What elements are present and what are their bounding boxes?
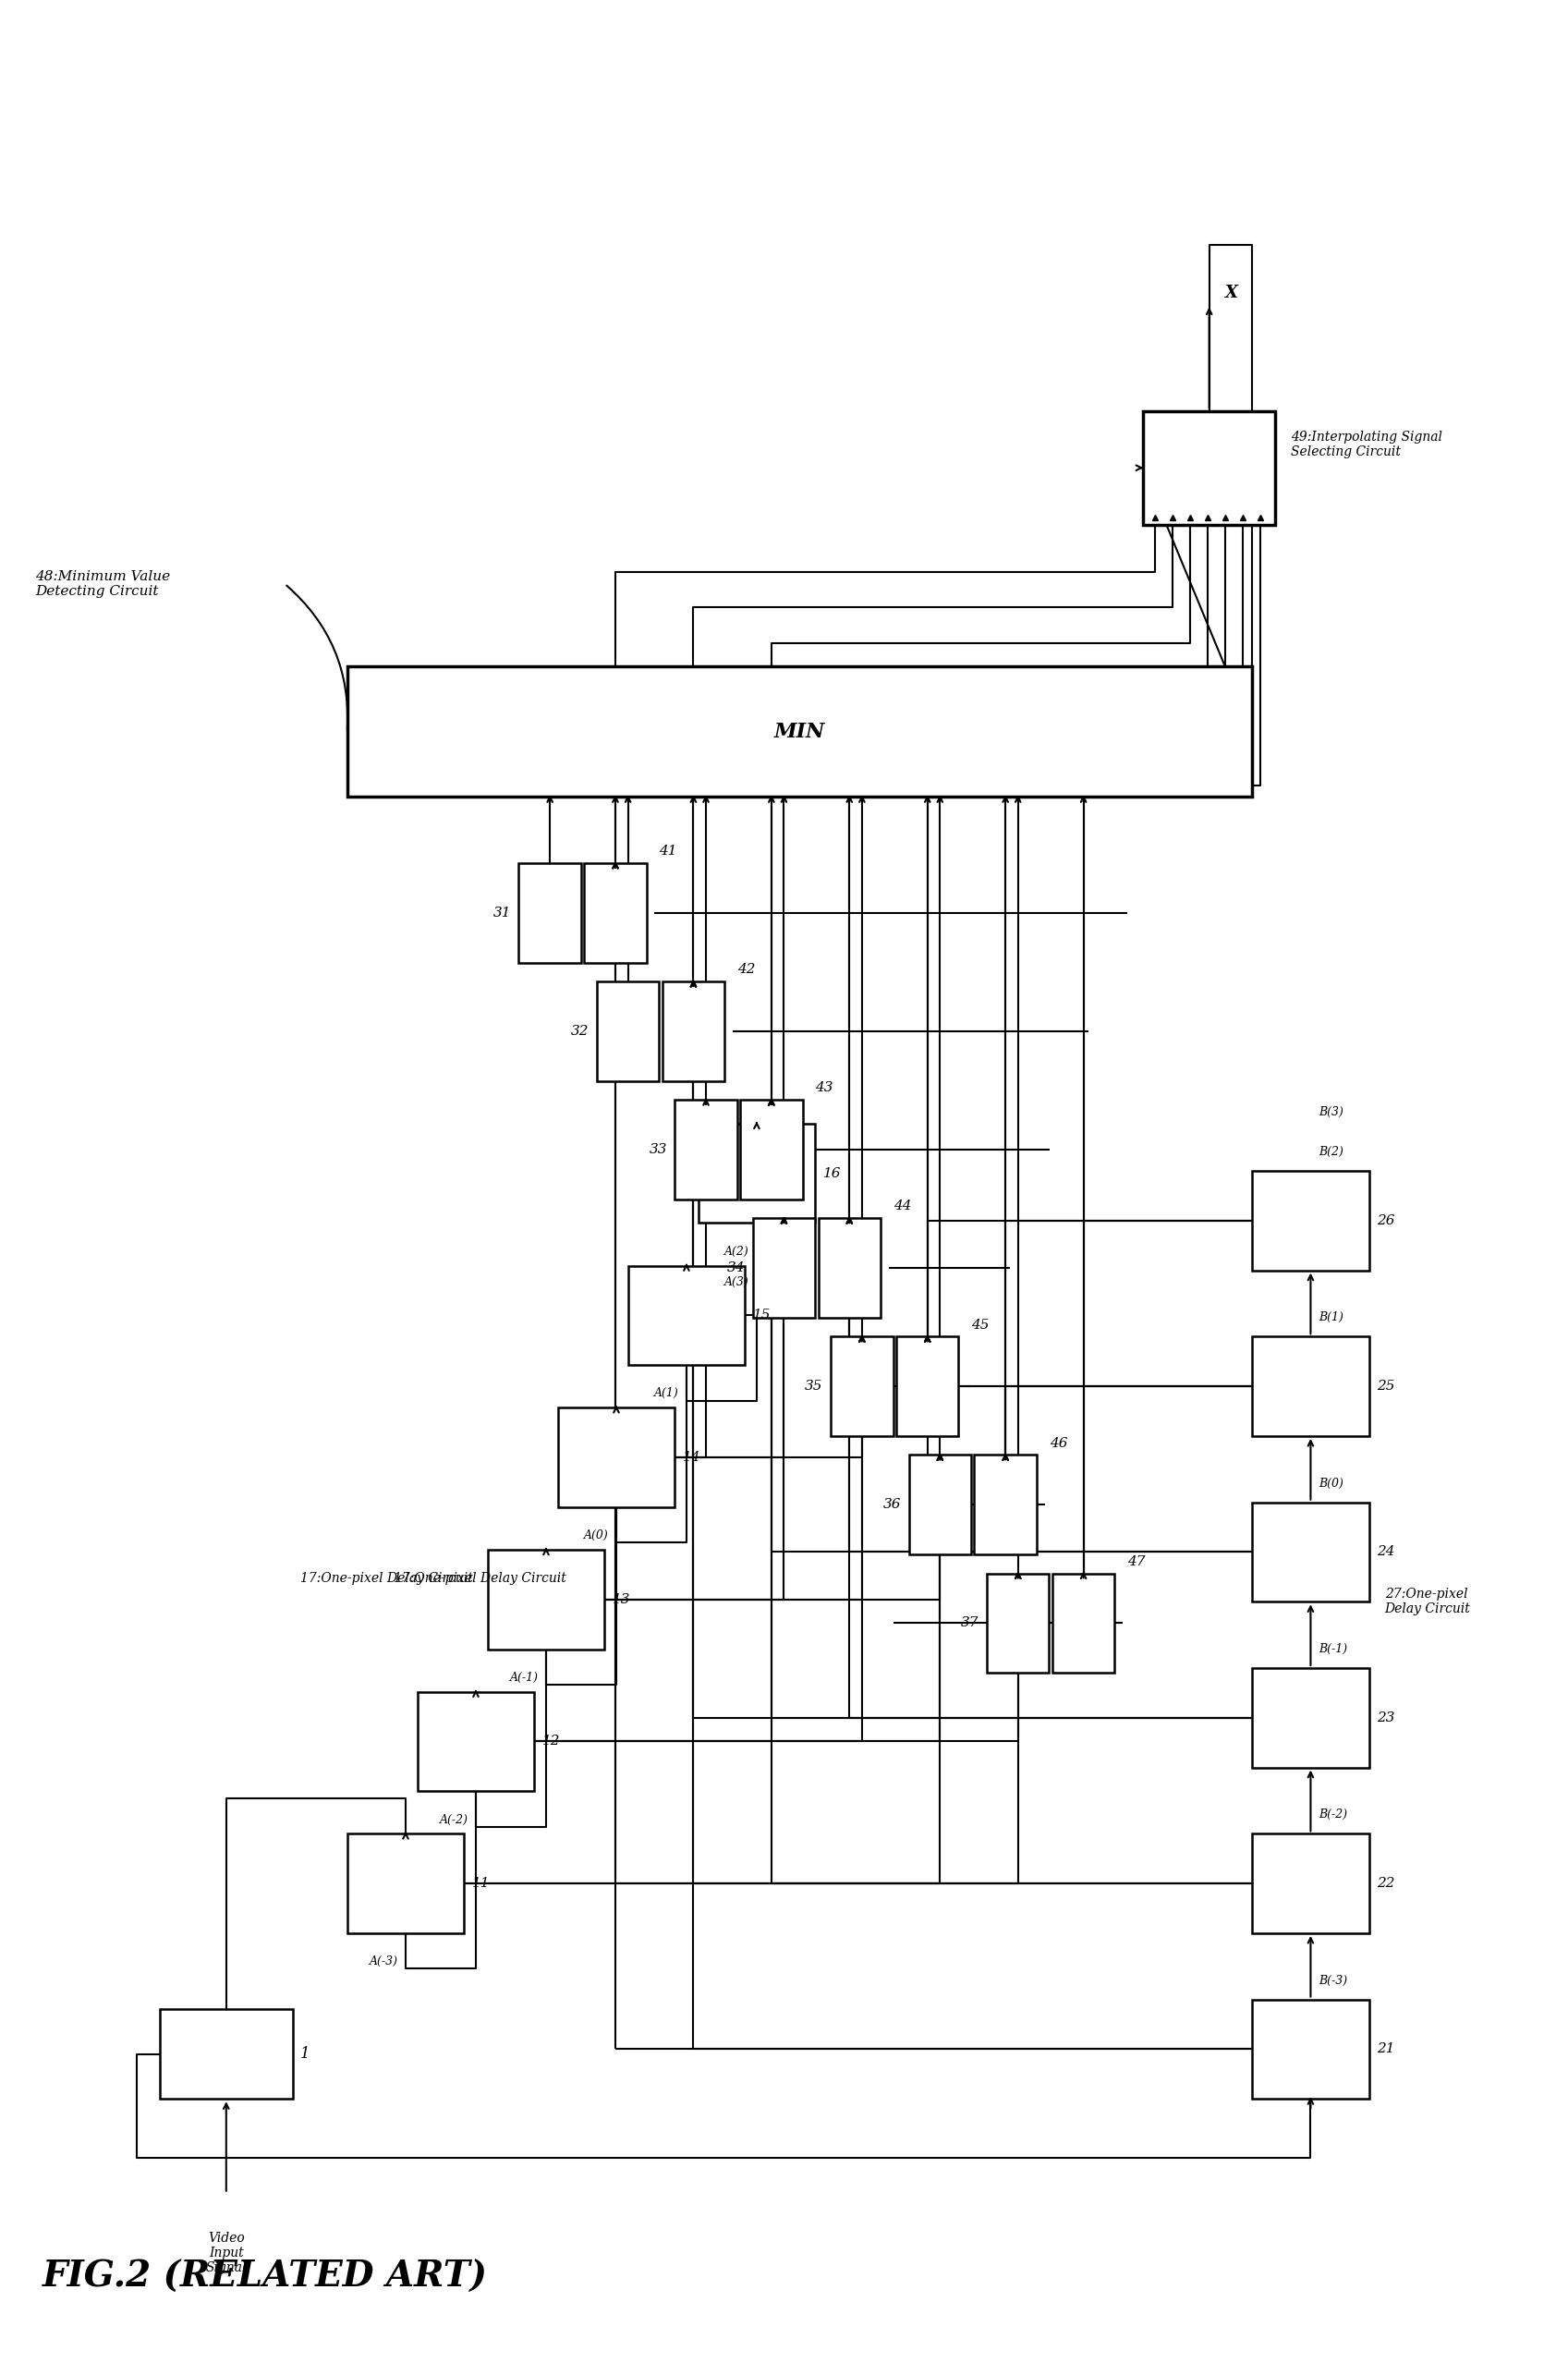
Text: 17:One-pixel Delay Circuit: 17:One-pixel Delay Circuit — [394, 1572, 566, 1584]
Bar — [662, 981, 724, 1081]
Text: 17:One-pixel Delay Circuit: 17:One-pixel Delay Circuit — [301, 1572, 474, 1584]
Bar — [831, 1337, 894, 1437]
Bar — [347, 667, 1253, 798]
Text: 37: 37 — [961, 1617, 978, 1629]
Bar — [1253, 1337, 1369, 1437]
Bar — [1253, 1667, 1369, 1767]
Text: B(0): B(0) — [1319, 1477, 1344, 1489]
Text: B(-3): B(-3) — [1319, 1974, 1347, 1986]
Bar — [585, 862, 646, 962]
Text: A(-3): A(-3) — [368, 1955, 398, 1966]
Text: 47: 47 — [1127, 1556, 1145, 1568]
Bar — [986, 1572, 1049, 1672]
Bar — [1253, 1171, 1369, 1271]
Bar — [519, 862, 582, 962]
Text: 16: 16 — [823, 1166, 840, 1180]
Text: A(2): A(2) — [724, 1245, 750, 1256]
Text: 34: 34 — [728, 1261, 745, 1275]
Bar — [627, 1266, 745, 1366]
Text: 26: 26 — [1377, 1214, 1396, 1228]
Text: 36: 36 — [883, 1499, 902, 1510]
Bar — [488, 1551, 605, 1648]
Bar — [753, 1218, 815, 1318]
Text: A(-1): A(-1) — [510, 1672, 538, 1684]
Text: 32: 32 — [571, 1024, 590, 1038]
Text: 1: 1 — [301, 2047, 310, 2062]
Text: 41: 41 — [659, 846, 677, 857]
Text: A(0): A(0) — [583, 1530, 608, 1541]
Text: 45: 45 — [971, 1318, 989, 1332]
Text: 31: 31 — [492, 907, 511, 919]
Text: 23: 23 — [1377, 1712, 1396, 1724]
Bar — [160, 2009, 293, 2100]
Text: 35: 35 — [804, 1380, 823, 1392]
Text: B(-1): B(-1) — [1319, 1644, 1347, 1655]
Text: 46: 46 — [1049, 1437, 1068, 1449]
Text: X: X — [1225, 285, 1237, 302]
Text: 44: 44 — [894, 1199, 911, 1214]
Text: 14: 14 — [682, 1451, 701, 1463]
Text: 22: 22 — [1377, 1876, 1396, 1891]
Bar — [698, 1123, 815, 1223]
Text: B(3): B(3) — [1319, 1107, 1344, 1119]
Text: Video
Input
Signal: Video Input Signal — [205, 2232, 246, 2275]
Bar — [347, 1834, 464, 1933]
Text: 12: 12 — [543, 1736, 560, 1748]
Bar — [1253, 1503, 1369, 1601]
Text: 24: 24 — [1377, 1546, 1396, 1558]
Text: 42: 42 — [737, 964, 756, 976]
Bar — [674, 1100, 737, 1199]
Text: 25: 25 — [1377, 1380, 1396, 1392]
Text: 11: 11 — [472, 1876, 489, 1891]
Text: 27:One-pixel
Delay Circuit: 27:One-pixel Delay Circuit — [1385, 1589, 1471, 1615]
Text: 49:Interpolating Signal
Selecting Circuit: 49:Interpolating Signal Selecting Circui… — [1290, 430, 1443, 458]
Bar — [818, 1218, 881, 1318]
Bar — [417, 1691, 535, 1791]
Bar — [1143, 411, 1275, 525]
Text: B(2): B(2) — [1319, 1147, 1344, 1159]
Bar — [974, 1456, 1036, 1553]
Bar — [558, 1408, 674, 1508]
Text: A(3): A(3) — [724, 1275, 750, 1287]
Text: B(1): B(1) — [1319, 1311, 1344, 1323]
Text: 43: 43 — [815, 1081, 833, 1095]
Bar — [897, 1337, 958, 1437]
Text: 48:Minimum Value
Detecting Circuit: 48:Minimum Value Detecting Circuit — [34, 570, 169, 598]
Text: A(1): A(1) — [654, 1387, 679, 1399]
Text: 33: 33 — [649, 1142, 666, 1157]
Bar — [909, 1456, 971, 1553]
Bar — [1253, 1834, 1369, 1933]
Text: A(-2): A(-2) — [439, 1814, 467, 1826]
Bar — [1052, 1572, 1115, 1672]
Bar — [740, 1100, 803, 1199]
Bar — [597, 981, 659, 1081]
Bar — [1253, 2000, 1369, 2100]
Text: 13: 13 — [613, 1594, 630, 1606]
Text: 15: 15 — [753, 1309, 771, 1323]
Text: MIN: MIN — [775, 722, 825, 741]
Text: FIG.2 (RELATED ART): FIG.2 (RELATED ART) — [42, 2259, 488, 2294]
Text: 21: 21 — [1377, 2042, 1396, 2057]
Text: B(-2): B(-2) — [1319, 1810, 1347, 1822]
